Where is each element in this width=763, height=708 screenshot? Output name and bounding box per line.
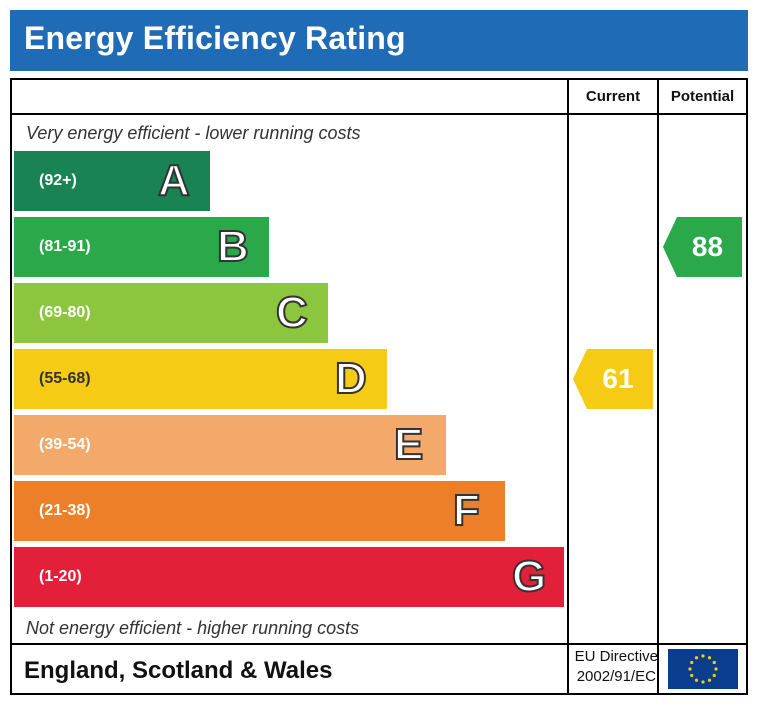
rating-letter-e: E: [393, 419, 424, 470]
rating-range-c: (69-80): [39, 304, 91, 321]
chart-title: Energy Efficiency Rating: [24, 20, 406, 56]
rating-range-b: (81-91): [39, 238, 91, 255]
potential-rating-value: 88: [691, 231, 724, 262]
current-rating-arrow: 61: [573, 349, 653, 409]
rating-letter-a: A: [157, 155, 191, 206]
rating-bar-f: (21-38) F: [14, 481, 505, 541]
eu-directive-line1: EU Directive: [574, 648, 658, 665]
rating-letter-c: C: [275, 287, 309, 338]
rating-range-f: (21-38): [39, 502, 91, 519]
eu-star: [701, 680, 705, 684]
eu-star: [694, 678, 699, 682]
eu-star: [694, 656, 699, 660]
rating-range-e: (39-54): [39, 436, 91, 453]
rating-bar-e: (39-54) E: [14, 415, 446, 475]
eu-star: [712, 660, 716, 665]
rating-range-g: (1-20): [39, 568, 82, 585]
eu-flag-stars: [688, 654, 718, 684]
rating-bar-b: (81-91) B: [14, 217, 269, 277]
potential-column-header: Potential: [670, 88, 735, 105]
current-rating-value: 61: [602, 363, 634, 394]
rating-range-a: (92+): [39, 172, 77, 189]
rating-letter-b: B: [216, 221, 250, 272]
rating-bar-a: (92+) A: [14, 151, 210, 211]
footer: England, Scotland & Wales EU Directive 2…: [12, 645, 746, 693]
eu-star: [688, 667, 692, 671]
rating-range-d: (55-68): [39, 370, 91, 387]
bottom-note: Not energy efficient - higher running co…: [26, 618, 360, 638]
rating-letter-g: G: [511, 551, 547, 602]
rating-bar-d: (55-68) D: [14, 349, 387, 409]
rating-letter-f: F: [452, 485, 481, 536]
potential-rating-arrow: 88: [663, 217, 742, 277]
eu-star: [690, 673, 694, 678]
current-column-divider: [567, 80, 569, 693]
eu-star: [707, 656, 712, 660]
eu-directive: EU Directive 2002/91/EC: [575, 647, 658, 687]
top-note: Very energy efficient - lower running co…: [26, 123, 361, 143]
rating-frame: Current Potential Very energy efficient …: [10, 78, 748, 695]
eu-star: [712, 673, 716, 678]
chart-header: Energy Efficiency Rating: [10, 10, 748, 71]
rating-bar-g: (1-20) G: [14, 547, 564, 607]
header-row-line: [12, 113, 746, 115]
rating-bar-c: (69-80) C: [14, 283, 328, 343]
eu-star: [701, 654, 705, 658]
eu-star: [707, 678, 712, 682]
region-label: England, Scotland & Wales: [24, 657, 333, 684]
eu-directive-line2: 2002/91/EC: [576, 668, 656, 685]
eu-flag-icon: [668, 649, 738, 689]
rating-letter-d: D: [334, 353, 368, 404]
eu-star: [714, 667, 718, 671]
current-column-header: Current: [585, 88, 641, 105]
footer-row-line: [12, 643, 746, 645]
eu-star: [690, 660, 694, 665]
potential-column-divider: [657, 80, 659, 693]
